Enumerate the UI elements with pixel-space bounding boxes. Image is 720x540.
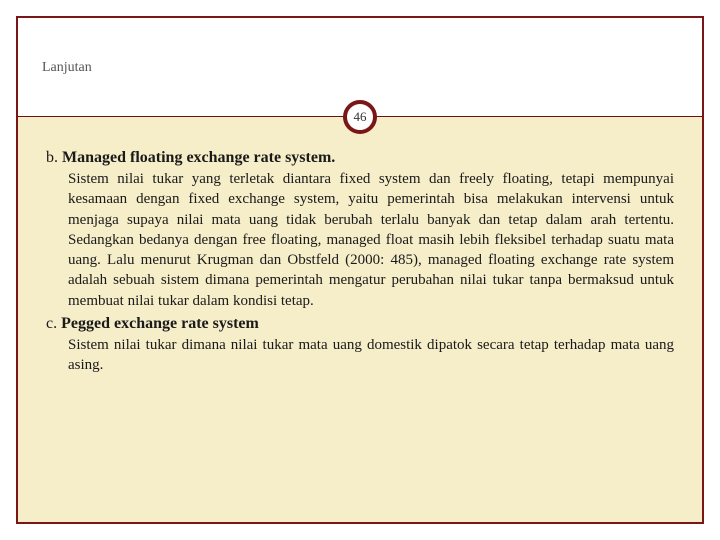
section-c-body: Sistem nilai tukar dimana nilai tukar ma… <box>46 335 674 376</box>
section-b-rest: tetapi mempunyai kesamaan dengan fixed e… <box>68 171 674 309</box>
section-b: b. Managed floating exchange rate system… <box>46 149 674 311</box>
page-number-badge: 46 <box>343 100 377 134</box>
section-b-marker: b. <box>46 149 62 166</box>
page-number: 46 <box>354 109 367 125</box>
section-c-marker: c. <box>46 315 61 332</box>
section-b-body: Sistem nilai tukar yang terletak diantar… <box>46 169 674 311</box>
section-c-rest: Sistem nilai tukar dimana nilai tukar ma… <box>68 337 674 373</box>
section-b-title: Managed floating exchange rate system. <box>62 149 335 166</box>
content-area: b. Managed floating exchange rate system… <box>18 117 702 522</box>
section-b-heading: b. Managed floating exchange rate system… <box>46 149 674 167</box>
section-c-title: Pegged exchange rate system <box>61 315 259 332</box>
section-c: c. Pegged exchange rate system Sistem ni… <box>46 315 674 376</box>
continuation-label: Lanjutan <box>42 60 92 76</box>
section-c-heading: c. Pegged exchange rate system <box>46 315 674 333</box>
section-b-lead: Sistem nilai tukar yang terletak diantar… <box>68 171 553 187</box>
